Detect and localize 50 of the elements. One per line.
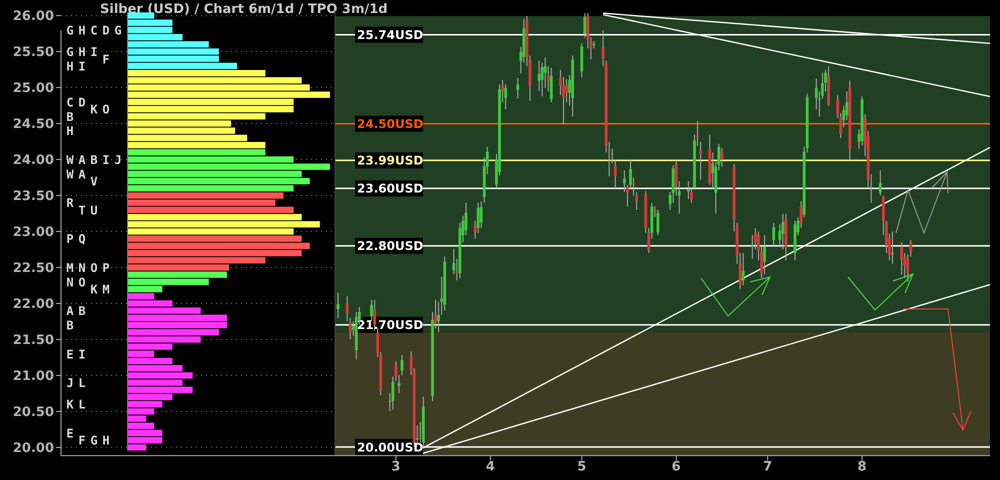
text: JL bbox=[66, 376, 90, 390]
chart-title: Silber (USD) / Chart 6m/1d / TPO 3m/1d bbox=[100, 2, 388, 17]
text: V bbox=[90, 174, 102, 189]
y-tick-label: 24.50 bbox=[12, 117, 54, 132]
text: KL bbox=[66, 398, 90, 412]
text: TU bbox=[78, 203, 102, 218]
y-tick-label: 25.00 bbox=[12, 81, 54, 96]
y-tick-label: 20.50 bbox=[12, 404, 54, 420]
y-tick-label: 21.50 bbox=[12, 333, 54, 348]
text: HI bbox=[66, 59, 90, 74]
y-tick-label: 21.00 bbox=[12, 369, 54, 384]
x-tick-label: 5 bbox=[577, 460, 586, 475]
y-tick-label: 22.00 bbox=[12, 297, 54, 312]
text: WABIJ bbox=[66, 153, 126, 168]
x-tick-label: 3 bbox=[391, 460, 400, 475]
text: B bbox=[66, 318, 78, 333]
text: PQ bbox=[66, 232, 90, 246]
ref-line-label: 23.99USD bbox=[357, 154, 424, 168]
text: E bbox=[66, 426, 78, 441]
text: EI bbox=[66, 347, 90, 362]
ref-line-label: 23.60USD bbox=[357, 182, 424, 196]
y-tick-label: 26.00 bbox=[12, 9, 54, 24]
text: NO bbox=[66, 275, 90, 290]
x-tick-label: 8 bbox=[858, 460, 867, 475]
x-tick-label: 7 bbox=[763, 460, 772, 475]
text: KM bbox=[90, 282, 114, 297]
text: KO bbox=[90, 102, 114, 117]
x-tick-label: 6 bbox=[672, 460, 681, 475]
text: GHI bbox=[66, 45, 102, 60]
ref-line-label: 25.74USD bbox=[357, 28, 424, 42]
text: AB bbox=[66, 304, 90, 318]
text: MNOP bbox=[66, 260, 114, 275]
text: FGH bbox=[78, 434, 114, 448]
x-tick-label: 4 bbox=[486, 460, 495, 475]
text: GHCDG bbox=[66, 23, 126, 38]
text: B bbox=[66, 110, 78, 124]
text: H bbox=[66, 124, 78, 138]
text: F bbox=[102, 52, 114, 66]
y-tick-label: 23.50 bbox=[12, 189, 54, 204]
y-tick-label: 22.50 bbox=[12, 261, 54, 276]
text: R bbox=[66, 196, 78, 210]
y-tick-label: 20.00 bbox=[12, 440, 54, 456]
ref-line-label: 20.00USD bbox=[357, 440, 424, 454]
text: CD bbox=[66, 95, 90, 110]
ref-line-label: 22.80USD bbox=[357, 239, 424, 254]
y-tick-label: 23.00 bbox=[12, 225, 54, 240]
ref-line-label: 24.50USD bbox=[357, 117, 424, 132]
text: WA bbox=[66, 167, 90, 182]
y-tick-label: 24.00 bbox=[12, 153, 54, 168]
y-tick-label: 25.50 bbox=[12, 45, 54, 60]
